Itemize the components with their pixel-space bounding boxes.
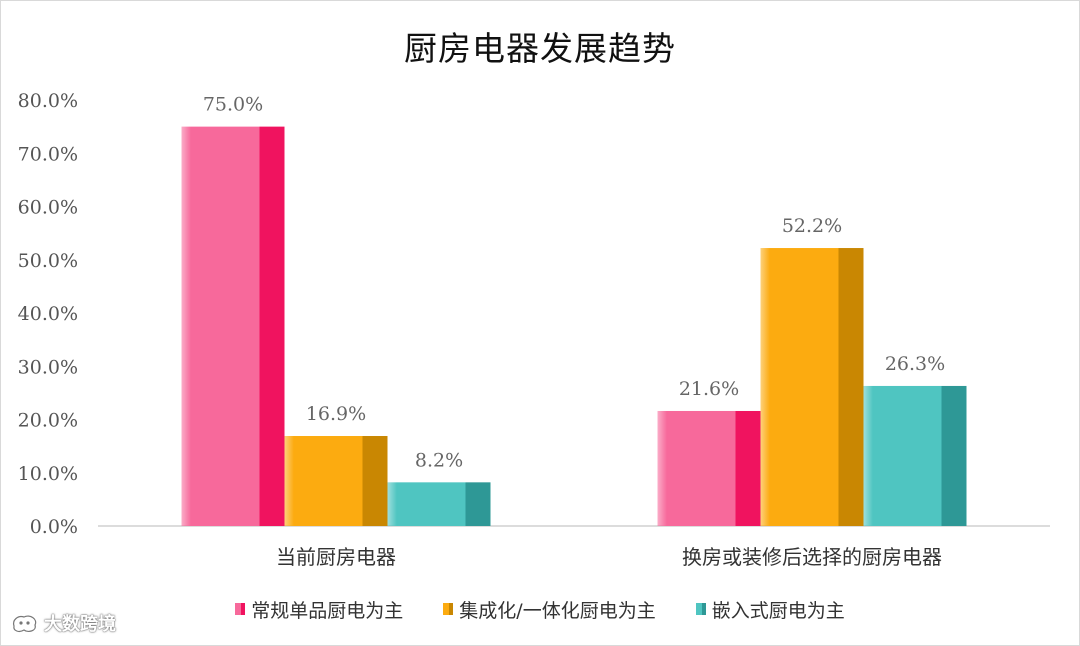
bar-side — [465, 482, 491, 526]
data-label: 16.9% — [306, 403, 366, 425]
legend-item: 嵌入式厨电为主 — [695, 594, 845, 624]
data-label: 75.0% — [203, 94, 263, 116]
y-tick-label: 30.0% — [18, 356, 78, 378]
y-tick-label: 10.0% — [18, 463, 78, 485]
y-tick-label: 50.0% — [18, 250, 78, 272]
y-axis-ticks: 0.0% 10.0% 20.0% 30.0% 40.0% 50.0% 60.0% 70.0% 8… — [18, 90, 78, 538]
bar-side — [941, 385, 967, 526]
data-label: 52.2% — [782, 215, 842, 237]
data-labels: 75.0% 16.9% 8.2% 21.6% 52.2% 26.3% — [203, 94, 945, 472]
category-label: 当前厨房电器 — [276, 545, 396, 569]
legend-swatch — [235, 603, 246, 615]
data-label: 26.3% — [885, 353, 945, 375]
y-tick-label: 20.0% — [18, 410, 78, 432]
chart-title: 厨房电器发展趋势 — [404, 29, 676, 68]
legend: 常规单品厨电为主 集成化/一体化厨电为主 嵌入式厨电为主 — [0, 594, 1080, 624]
data-label: 8.2% — [415, 449, 463, 471]
bar-front — [760, 248, 839, 526]
data-label: 21.6% — [679, 378, 739, 400]
bar-front — [657, 410, 736, 526]
y-tick-label: 70.0% — [18, 143, 78, 165]
legend-swatch — [443, 603, 454, 615]
legend-item: 集成化/一体化厨电为主 — [443, 594, 656, 624]
legend-label: 常规单品厨电为主 — [251, 599, 404, 622]
bar-front — [284, 436, 363, 526]
bars — [181, 126, 967, 526]
bar-side — [735, 410, 761, 526]
y-tick-label: 60.0% — [18, 197, 78, 219]
bar-side — [362, 436, 388, 526]
bar-side — [259, 126, 285, 526]
category-label: 换房或装修后选择的厨房电器 — [682, 545, 942, 569]
bar-front — [181, 126, 260, 526]
bar-front — [863, 385, 942, 526]
category-labels: 当前厨房电器 换房或装修后选择的厨房电器 — [276, 545, 942, 569]
y-tick-label: 80.0% — [18, 90, 78, 112]
bar-front — [387, 482, 466, 526]
watermark: 大数跨境 — [10, 610, 116, 636]
legend-swatch — [695, 603, 706, 615]
watermark-text: 大数跨境 — [44, 614, 116, 635]
legend-label: 嵌入式厨电为主 — [711, 599, 845, 622]
y-tick-label: 40.0% — [18, 303, 78, 325]
watermark-logo-icon — [13, 615, 37, 632]
y-tick-label: 0.0% — [30, 516, 78, 538]
legend-item: 常规单品厨电为主 — [235, 594, 403, 624]
bar-chart: 0.0% 10.0% 20.0% 30.0% 40.0% 50.0% 60.0% 70.0% 8… — [18, 90, 1050, 569]
bar-side — [838, 248, 864, 526]
legend-label: 集成化/一体化厨电为主 — [459, 599, 656, 622]
